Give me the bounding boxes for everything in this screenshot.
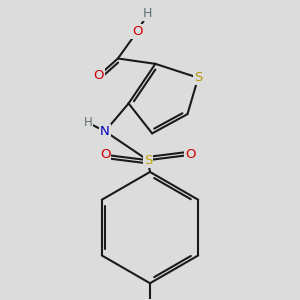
Text: O: O [132, 25, 142, 38]
Text: O: O [185, 148, 196, 161]
Text: N: N [100, 125, 110, 138]
Text: O: O [100, 148, 110, 161]
Text: S: S [144, 154, 152, 167]
Text: H: H [143, 7, 152, 20]
Text: H: H [83, 116, 92, 129]
Text: O: O [93, 69, 104, 82]
Text: S: S [194, 71, 202, 84]
